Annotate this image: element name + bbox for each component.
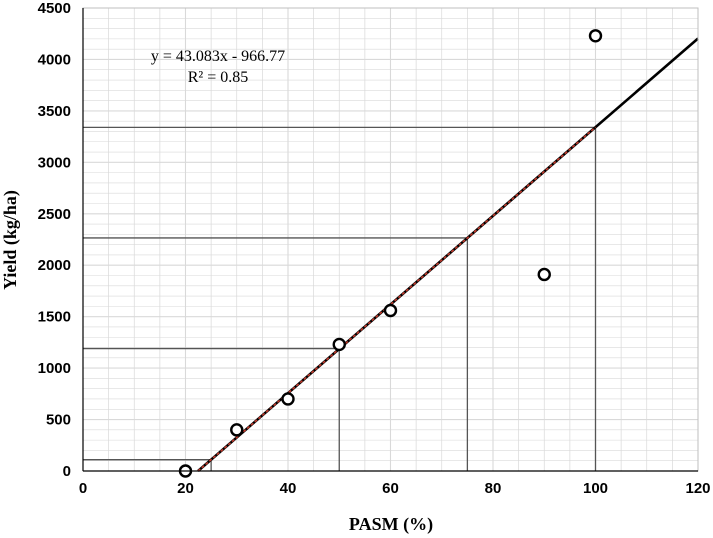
y-tick-label: 4500 [38, 0, 71, 17]
data-point [230, 423, 244, 437]
r-squared-label: R² = 0.85 [188, 69, 249, 86]
trendline-equation: y = 43.083x - 966.77 [151, 48, 285, 65]
data-point [332, 337, 346, 352]
x-tick-label: 120 [685, 480, 710, 497]
y-axis-title: Yield (kg/ha) [0, 190, 21, 290]
reference-lines [83, 126, 597, 471]
y-tick-label: 1500 [38, 309, 71, 326]
x-tick-label: 40 [280, 480, 297, 497]
x-tick-label: 60 [382, 480, 399, 497]
scatter-points [178, 29, 603, 478]
y-tick-label: 1000 [38, 360, 71, 377]
data-point [281, 392, 295, 406]
axes [82, 7, 699, 472]
y-tick-label: 500 [46, 412, 71, 429]
y-tick-label: 2000 [38, 257, 71, 274]
y-tick-label: 3500 [38, 103, 71, 120]
x-tick-label: 0 [79, 480, 87, 497]
fitted-segment [197, 126, 597, 472]
x-tick-label: 20 [177, 480, 194, 497]
x-tick-label: 100 [583, 480, 608, 497]
y-tick-label: 2500 [38, 206, 71, 223]
tick-labels: 0 20 40 60 80 100 120 0 500 1000 1500 2000 2500 3000 3… [38, 0, 711, 497]
x-tick-label: 80 [485, 480, 502, 497]
y-tick-label: 0 [63, 463, 71, 480]
data-point [537, 267, 551, 282]
data-point [588, 29, 603, 43]
y-tick-label: 3000 [38, 154, 71, 171]
x-axis-title: PASM (%) [349, 514, 433, 535]
y-tick-label: 4000 [38, 51, 71, 68]
data-point [383, 303, 398, 318]
grid [83, 8, 698, 471]
